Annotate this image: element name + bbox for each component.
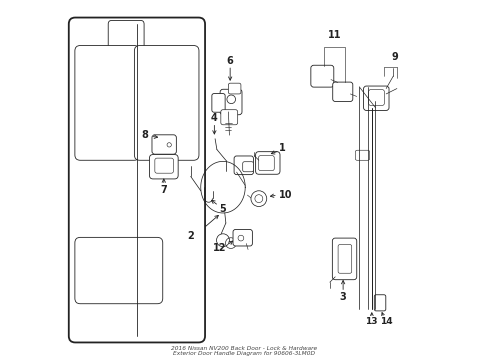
FancyBboxPatch shape <box>69 18 204 342</box>
FancyBboxPatch shape <box>220 89 242 115</box>
FancyBboxPatch shape <box>355 150 369 160</box>
FancyBboxPatch shape <box>373 295 385 311</box>
Text: 2: 2 <box>187 231 194 240</box>
Text: 12: 12 <box>212 243 225 253</box>
FancyBboxPatch shape <box>228 83 241 94</box>
FancyBboxPatch shape <box>221 110 237 125</box>
FancyBboxPatch shape <box>233 229 252 246</box>
FancyBboxPatch shape <box>152 135 176 154</box>
FancyBboxPatch shape <box>108 21 144 49</box>
FancyBboxPatch shape <box>75 45 139 160</box>
FancyBboxPatch shape <box>149 154 178 179</box>
FancyBboxPatch shape <box>134 45 199 160</box>
Text: 7: 7 <box>160 185 167 195</box>
FancyBboxPatch shape <box>337 244 351 273</box>
FancyBboxPatch shape <box>332 82 352 102</box>
FancyBboxPatch shape <box>255 152 280 174</box>
FancyBboxPatch shape <box>155 158 173 173</box>
FancyBboxPatch shape <box>368 90 384 105</box>
Text: 2016 Nissan NV200 Back Door - Lock & Hardware
Exterior Door Handle Diagram for 9: 2016 Nissan NV200 Back Door - Lock & Har… <box>171 346 317 356</box>
Text: 4: 4 <box>210 113 217 123</box>
Text: 14: 14 <box>379 317 392 326</box>
FancyBboxPatch shape <box>258 156 274 171</box>
Text: 13: 13 <box>364 317 377 326</box>
FancyBboxPatch shape <box>242 162 253 172</box>
FancyBboxPatch shape <box>332 238 356 280</box>
Text: 5: 5 <box>219 204 225 214</box>
Text: 9: 9 <box>391 52 398 62</box>
Text: 1: 1 <box>278 143 285 153</box>
Text: 11: 11 <box>327 30 341 40</box>
FancyBboxPatch shape <box>363 86 388 111</box>
Text: 3: 3 <box>339 292 346 302</box>
Text: 6: 6 <box>226 56 233 66</box>
FancyBboxPatch shape <box>75 237 163 304</box>
Text: 8: 8 <box>142 130 148 140</box>
FancyBboxPatch shape <box>211 94 224 112</box>
Text: 10: 10 <box>279 190 292 200</box>
FancyBboxPatch shape <box>234 156 253 175</box>
FancyBboxPatch shape <box>310 65 333 87</box>
